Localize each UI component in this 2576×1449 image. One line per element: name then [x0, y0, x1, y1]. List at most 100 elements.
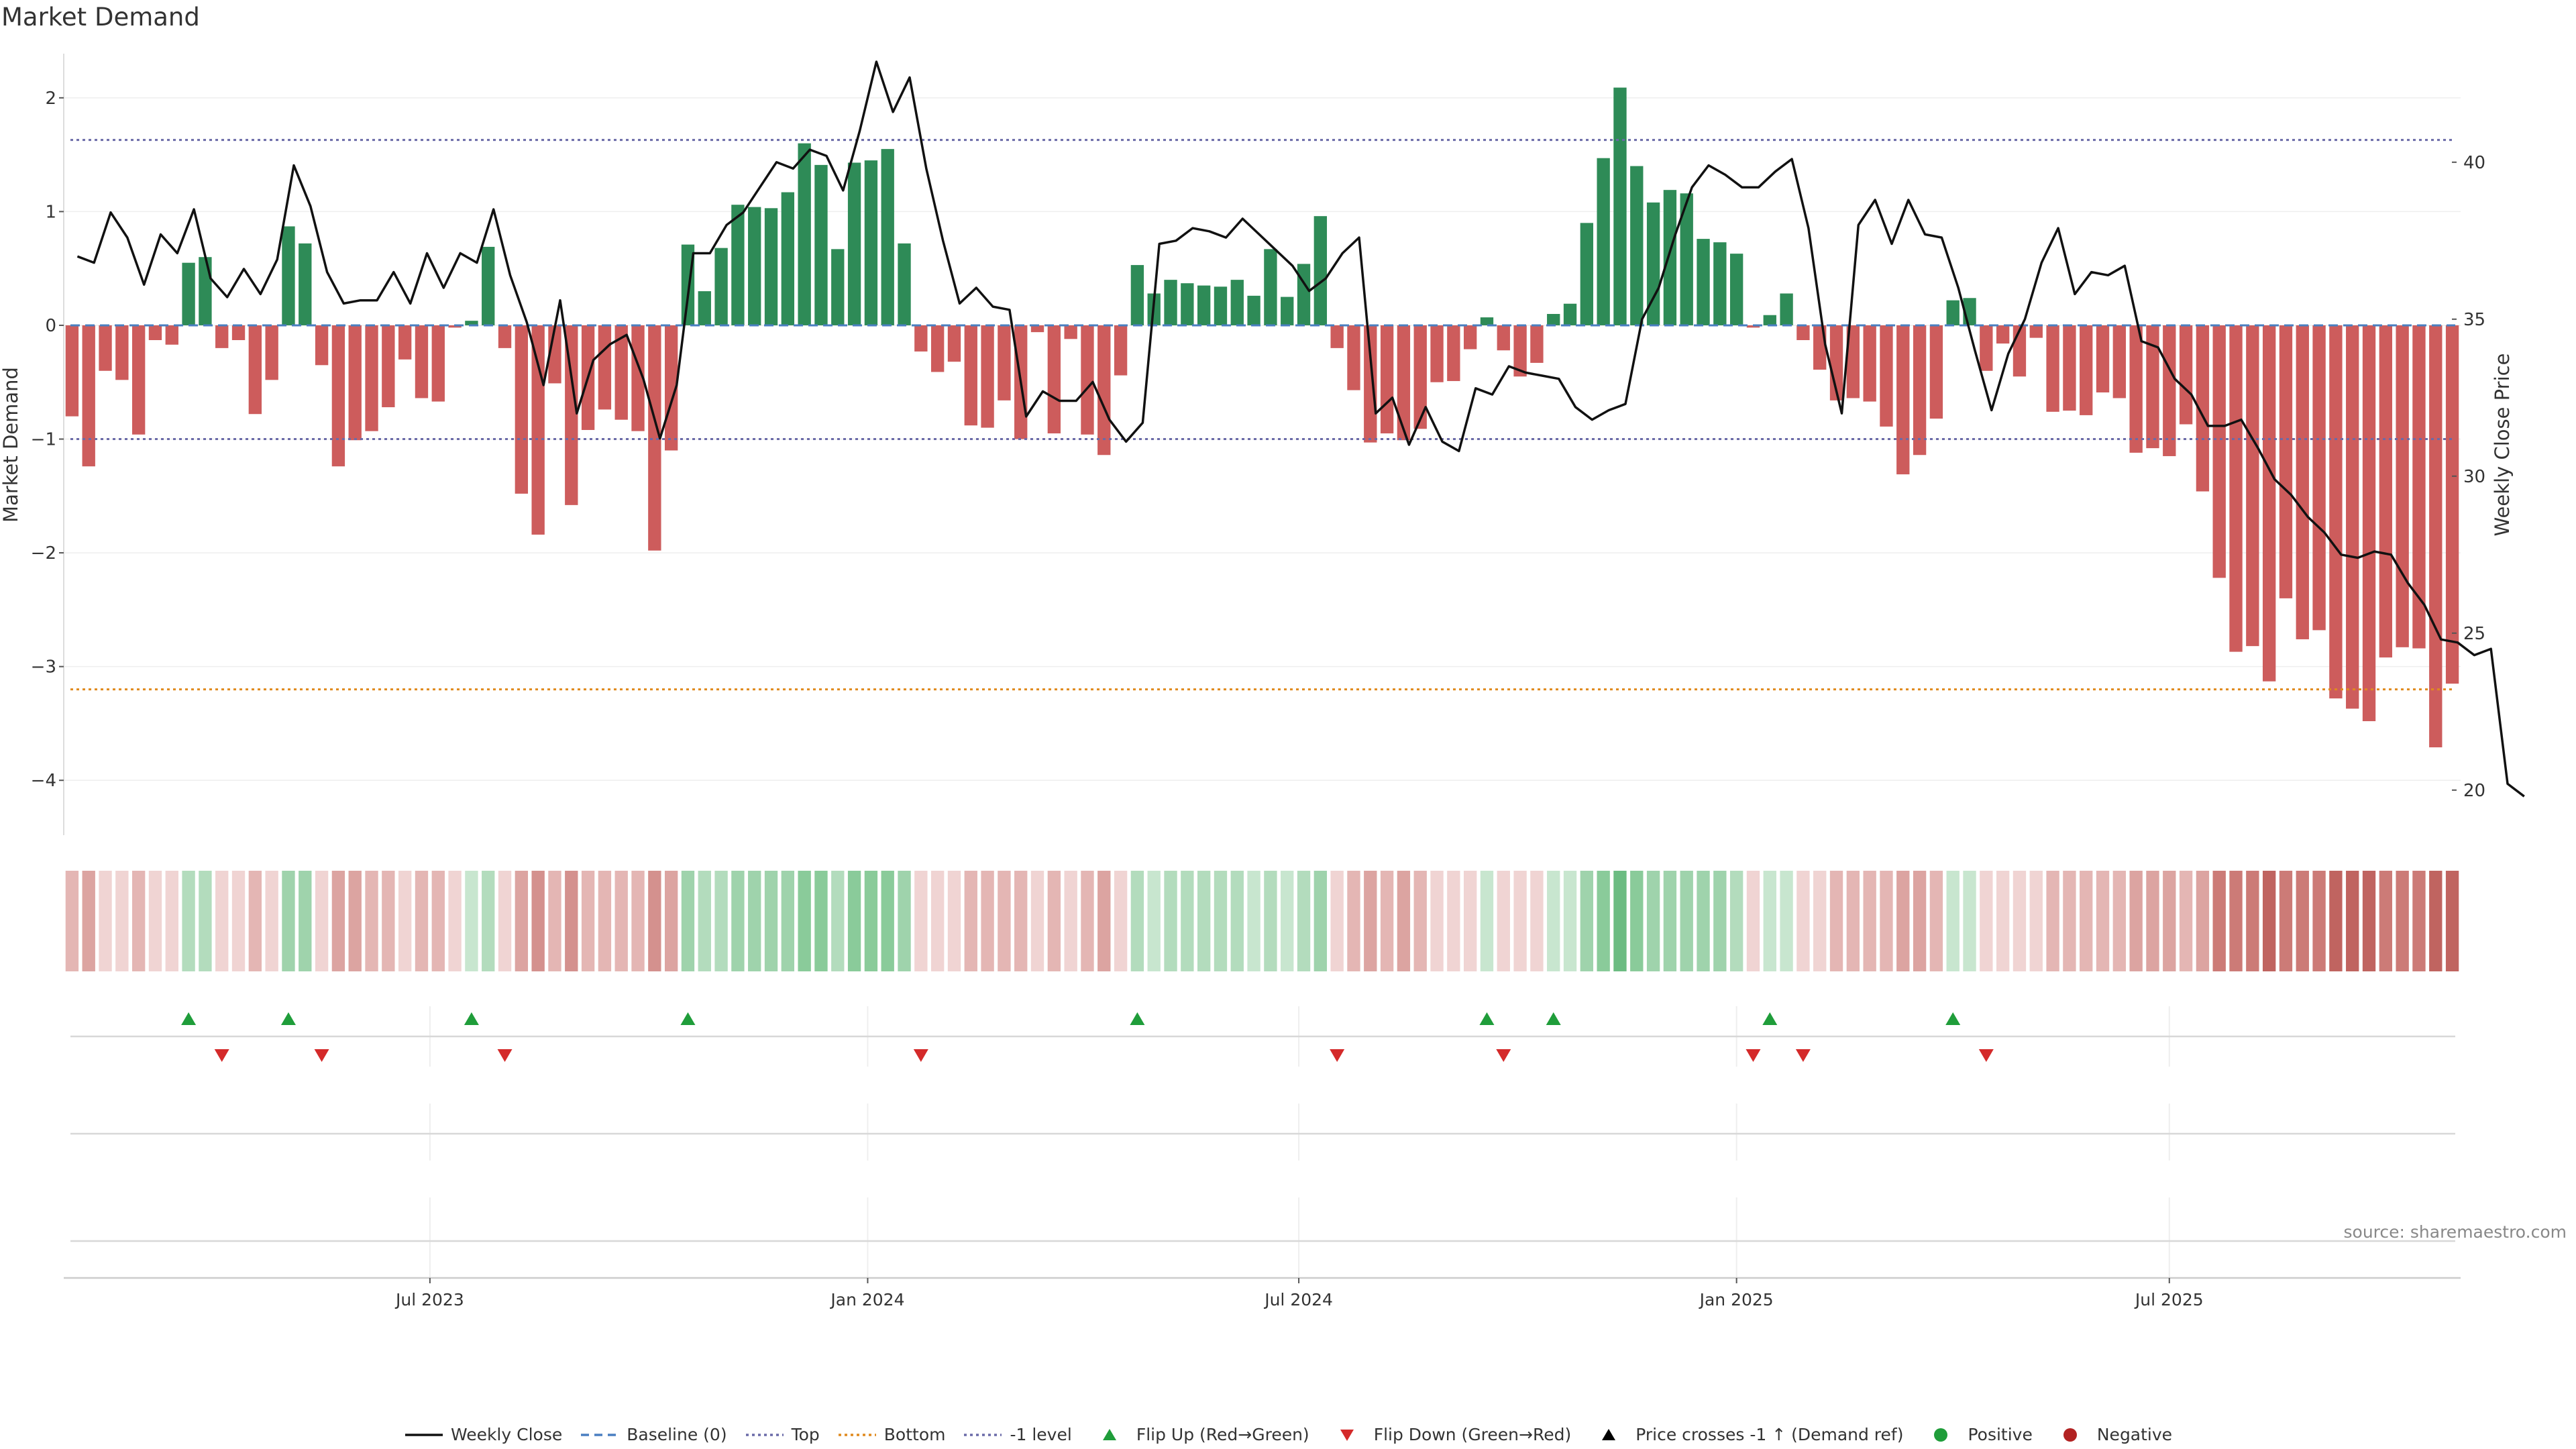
y-axis-label: Market Demand [0, 367, 22, 523]
demand-bar-negative [1364, 325, 1377, 443]
flip-down-marker [1746, 1049, 1761, 1062]
legend-symbol [1934, 1428, 1948, 1442]
demand-bar-negative [2246, 325, 2259, 647]
strip-cell [914, 871, 928, 971]
strip-cell [847, 871, 861, 971]
demand-bar-negative [231, 325, 246, 340]
strip-cell [2279, 871, 2293, 971]
x-tick-label: Jan 2025 [1699, 1290, 1774, 1309]
demand-bar-negative [1430, 325, 1444, 382]
strip-cell [930, 871, 945, 971]
demand-bar-negative [598, 325, 612, 410]
demand-bar-positive [714, 248, 728, 325]
flip-down-marker [214, 1049, 229, 1062]
strip-cell [1829, 871, 1843, 971]
strip-cell [2312, 871, 2326, 971]
strip-cell [2196, 871, 2210, 971]
demand-bar-positive [282, 226, 295, 325]
strip-cell [215, 871, 229, 971]
strip-cell [515, 871, 529, 971]
strip-cell [1114, 871, 1128, 971]
demand-bar-positive [1197, 285, 1211, 325]
flip-up-marker [1546, 1012, 1561, 1025]
demand-bar-negative [2262, 325, 2276, 682]
demand-bar-positive [1580, 223, 1594, 325]
demand-bar-positive [1313, 216, 1328, 325]
demand-bar-negative [382, 325, 395, 408]
strip-cell [1547, 871, 1560, 971]
demand-bar-negative [365, 325, 378, 431]
demand-bar-positive [798, 143, 811, 325]
demand-bars [65, 87, 2459, 748]
strip-cell [2246, 871, 2259, 971]
strip-cell [165, 871, 178, 971]
strip-cell [182, 871, 195, 971]
demand-bar-negative [248, 325, 262, 415]
demand-bar-negative [515, 325, 529, 494]
strip-cell [531, 871, 545, 971]
legend-item: Price crosses -1 ↑ (Demand ref) [1589, 1425, 1903, 1444]
strip-cell [2129, 871, 2143, 971]
legend-symbol [1602, 1428, 1616, 1440]
legend-item: Flip Down (Green→Red) [1327, 1425, 1571, 1444]
strip-cell [598, 871, 612, 971]
strip-cell [998, 871, 1011, 971]
strip-cell [881, 871, 894, 971]
strip-cell [1330, 871, 1344, 971]
x-tick-label: Jul 2024 [1263, 1290, 1333, 1309]
flip-up-marker [1130, 1012, 1145, 1025]
demand-bar-positive [781, 192, 795, 325]
demand-bar-negative [1463, 325, 1477, 350]
demand-bar-positive [1181, 283, 1194, 325]
strip-cell [947, 871, 961, 971]
strip-cell [1513, 871, 1527, 971]
strip-cell [1563, 871, 1577, 971]
strip-cell [1580, 871, 1594, 971]
demand-bar-negative [2029, 325, 2043, 338]
legend-symbol [745, 1433, 784, 1436]
chart-title: Market Demand [1, 3, 200, 32]
demand-bar-negative [1347, 325, 1360, 390]
strip-cell [199, 871, 212, 971]
flip-down-marker [1496, 1049, 1511, 1062]
strip-cell [2080, 871, 2093, 971]
demand-bar-negative [115, 325, 129, 380]
strip-cell [831, 871, 845, 971]
y2-tick-label: 35 [2463, 310, 2485, 330]
demand-bar-negative [2112, 325, 2127, 398]
demand-bar-negative [664, 325, 678, 451]
strip-cell [1081, 871, 1094, 971]
strip-cell [1813, 871, 1827, 971]
strip-cell [548, 871, 561, 971]
demand-bar-positive [1247, 295, 1260, 325]
y-tick-label: 2 [45, 89, 56, 109]
demand-bar-positive [1214, 286, 1228, 325]
strip-cell [748, 871, 761, 971]
strip-cell [2412, 871, 2426, 971]
demand-bar-negative [1863, 325, 1876, 402]
strip-cell [2379, 871, 2393, 971]
demand-bar-positive [1230, 280, 1244, 325]
flip-up-marker [680, 1012, 696, 1025]
demand-bar-negative [2412, 325, 2426, 649]
demand-bar-negative [1929, 325, 1943, 419]
demand-bar-positive [748, 207, 761, 325]
demand-bar-negative [648, 325, 661, 551]
demand-bar-positive [814, 164, 828, 325]
demand-bar-negative [1081, 325, 1094, 435]
strip-cell [248, 871, 262, 971]
demand-bar-negative [2379, 325, 2393, 658]
strip-cell [1364, 871, 1377, 971]
y-tick-label: −1 [31, 430, 56, 450]
strip-cell [1729, 871, 1743, 971]
y2-tick-label: 25 [2463, 624, 2485, 644]
strip-cell [1064, 871, 1077, 971]
flip-up-marker [280, 1012, 296, 1025]
demand-bar-negative [82, 325, 95, 467]
strip-cell [2029, 871, 2043, 971]
strip-cell [365, 871, 378, 971]
legend-label: Bottom [883, 1425, 946, 1444]
demand-bar-negative [2346, 325, 2359, 709]
strip-cell [1347, 871, 1360, 971]
demand-bar-positive [698, 291, 711, 325]
